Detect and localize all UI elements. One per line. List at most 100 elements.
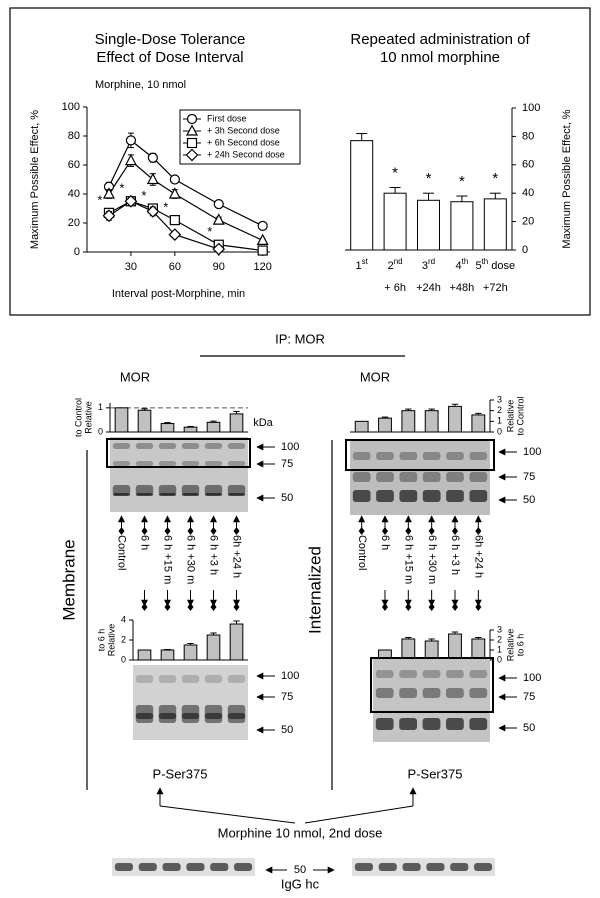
blot-band — [162, 863, 181, 871]
legend-label: + 6h Second dose — [207, 137, 280, 147]
antibody-label: MOR — [360, 369, 390, 384]
blot-band — [352, 472, 371, 482]
blot-band — [376, 452, 394, 460]
y-tick-label: 20 — [522, 216, 534, 228]
loading-label: IgG hc — [281, 876, 320, 891]
blot-band — [227, 443, 246, 449]
bar — [401, 410, 416, 433]
blot-band — [112, 461, 131, 466]
lane-label: 6 h +30 m — [185, 535, 197, 584]
x-tick-sublabel: + 6h — [384, 282, 406, 294]
blot-band — [158, 443, 177, 449]
lane-diamond — [118, 527, 125, 535]
lane-label: 6h +24 h — [472, 535, 484, 578]
blot-band — [352, 452, 371, 460]
chart-title: Repeated administration of — [350, 31, 530, 48]
mw-marker: 100 — [523, 446, 541, 458]
y-axis-label: to Control — [73, 398, 83, 437]
bar — [229, 413, 244, 433]
section-label: Membrane — [59, 539, 78, 620]
bar — [229, 623, 244, 661]
blot-band — [422, 490, 441, 502]
highlight-box — [370, 657, 494, 713]
marker — [212, 213, 225, 225]
lane-diamond — [428, 527, 435, 535]
x-tick-label: 30 — [125, 261, 137, 273]
lane-label: 6 h +3 h — [208, 535, 220, 575]
marker — [257, 245, 268, 256]
lane-diamond — [382, 527, 388, 535]
blot-band — [399, 472, 418, 482]
blot-band — [378, 863, 397, 871]
blot-band — [422, 452, 441, 460]
blot-band — [186, 863, 205, 871]
blot-band — [399, 670, 417, 678]
lane-diamond — [141, 603, 148, 611]
y-tick-label: 0 — [74, 246, 80, 258]
lane-label: 6 h +3 h — [449, 535, 461, 575]
blot-band — [450, 863, 469, 871]
blot-band — [227, 713, 246, 719]
blot-band — [158, 485, 177, 495]
blot-band — [469, 490, 488, 502]
y-axis-label: Relative — [505, 400, 515, 433]
blot-band — [181, 675, 200, 683]
lane-label: 6 h — [139, 535, 151, 550]
blot-band — [112, 485, 131, 495]
bar — [160, 649, 175, 661]
marker — [124, 153, 137, 166]
lane-label: 6 h +15 m — [402, 535, 414, 584]
blot-band — [469, 472, 488, 482]
antibody-label: MOR — [120, 369, 150, 384]
blot-band — [446, 670, 464, 678]
lane-diamond — [233, 527, 240, 535]
bar — [424, 410, 439, 433]
blot-band — [446, 452, 464, 460]
blot-band — [181, 493, 200, 496]
y-tick-label: 1 — [497, 644, 502, 654]
legend-marker — [186, 137, 198, 149]
x-tick-label: 2nd — [388, 257, 403, 272]
blot-band — [399, 718, 417, 730]
highlight-box — [106, 438, 251, 468]
mw-marker: 50 — [523, 722, 535, 734]
x-tick-label: 90 — [213, 261, 225, 273]
blot-band — [422, 670, 441, 678]
y-tick-label: 2 — [497, 634, 502, 644]
bar — [183, 426, 198, 433]
marker — [257, 220, 268, 231]
blot-band — [135, 713, 154, 719]
blot-band — [376, 472, 394, 482]
blot-band — [138, 863, 157, 871]
y-axis-label: to 6 h — [515, 634, 525, 657]
blot — [352, 858, 495, 876]
y-tick-label: 40 — [68, 188, 80, 200]
y-axis-label: Maximum Possible Effect, % — [561, 109, 573, 248]
blot-band — [469, 452, 488, 460]
blot-band — [158, 675, 177, 683]
blot-band — [469, 718, 488, 730]
blot-band — [204, 443, 223, 449]
arrow-line — [304, 805, 414, 824]
antibody-label: P-Ser375 — [408, 766, 463, 781]
x-tick-sublabel: +24h — [416, 282, 441, 294]
blot-band — [135, 443, 154, 449]
y-axis-label: Relative — [106, 624, 116, 657]
blot-band — [402, 863, 421, 871]
significance: * — [163, 200, 168, 215]
chart-subtitle: Morphine, 10 nmol — [95, 79, 186, 91]
y-tick-label: 20 — [68, 217, 80, 229]
bar — [401, 638, 416, 661]
y-tick-label: 2 — [121, 634, 126, 644]
y-tick-label: 1 — [98, 402, 103, 412]
y-tick-label: 0 — [497, 426, 502, 436]
blot-band — [227, 485, 246, 495]
treatment-label: Morphine 10 nmol, 2nd dose — [218, 825, 383, 840]
significance: * — [426, 170, 432, 187]
lane-diamond — [405, 603, 412, 611]
blot-band — [181, 485, 200, 495]
mw-marker: 50 — [523, 494, 535, 506]
lane-diamond — [164, 527, 171, 535]
bar — [206, 634, 221, 661]
blot-band — [204, 485, 223, 495]
